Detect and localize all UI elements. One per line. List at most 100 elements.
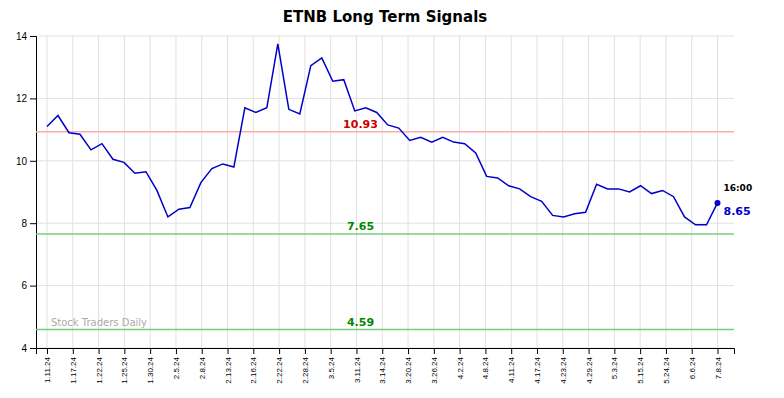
x-tick-label: 4.23.24: [559, 356, 568, 383]
y-tick: 12: [16, 93, 36, 104]
x-tick: 2.13.24: [224, 348, 233, 384]
x-tick-mark: [666, 348, 667, 354]
chart: ETNB Long Term Signals 1.11.24 1.17.24 1.22…: [0, 0, 784, 398]
reference-line: [36, 131, 734, 133]
grid-line: [36, 160, 734, 161]
y-tick-mark: [30, 286, 36, 287]
x-tick-mark: [589, 348, 590, 354]
grid-line: [485, 36, 486, 348]
y-tick: 4: [21, 343, 36, 354]
x-tick-mark: [718, 348, 719, 354]
x-tick: 5.24.24: [662, 348, 671, 384]
y-tick-mark: [30, 223, 36, 224]
x-tick-mark: [692, 348, 693, 354]
last-time-label: 16:00: [724, 183, 753, 193]
grid-line: [150, 36, 151, 348]
title: ETNB Long Term Signals: [283, 8, 487, 26]
x-tick: 5.3.24: [610, 348, 619, 379]
x-tick: 7.8.24: [714, 348, 723, 379]
x-tick-mark: [537, 348, 538, 354]
x-tick: 3.26.24: [430, 348, 439, 384]
grid-line: [717, 36, 718, 348]
x-tick-label: 3.20.24: [404, 356, 413, 383]
grid-line: [46, 36, 47, 348]
x-tick-label: 1.30.24: [146, 356, 155, 383]
y-axis: 4 6 8 10 12 14: [16, 31, 37, 354]
y-axis-line: [30, 37, 37, 349]
grid-line: [562, 36, 563, 348]
reference-label: 10.93: [343, 118, 378, 131]
x-tick-label: 4.2.24: [456, 356, 465, 379]
x-axis: 1.11.241.17.241.22.241.25.241.30.242.5.2…: [37, 348, 735, 384]
grid-line: [433, 36, 434, 348]
grid-line: [588, 36, 589, 348]
grid: [36, 36, 734, 348]
x-tick-mark: [511, 348, 512, 354]
x-tick-mark: [305, 348, 306, 354]
grid-line: [511, 36, 512, 348]
x-tick-mark: [614, 348, 615, 354]
x-tick: 4.17.24: [533, 348, 542, 384]
grid-line: [304, 36, 305, 348]
x-tick: 3.5.24: [327, 348, 336, 379]
x-tick-mark: [460, 348, 461, 354]
x-tick-mark: [176, 348, 177, 354]
x-tick-label: 7.8.24: [714, 356, 723, 379]
y-tick-label: 10: [16, 156, 28, 167]
x-tick: 4.23.24: [559, 348, 568, 384]
grid-line: [124, 36, 125, 348]
y-tick: 8: [21, 218, 36, 229]
y-tick: 14: [16, 31, 36, 42]
x-tick: 1.30.24: [146, 348, 155, 384]
annotations: 10.937.654.59Stock Traders Daily16:008.6…: [51, 118, 752, 329]
grid-line: [98, 36, 99, 348]
x-tick: 4.8.24: [481, 348, 490, 379]
last-value-label: 8.65: [724, 205, 751, 218]
grid-line: [201, 36, 202, 348]
x-tick-label: 5.24.24: [662, 356, 671, 383]
y-tick-label: 12: [16, 93, 28, 104]
y-tick: 10: [16, 156, 36, 167]
x-tick-mark: [563, 348, 564, 354]
price-line: [47, 44, 718, 225]
x-tick-label: 3.26.24: [430, 356, 439, 383]
grid-line: [279, 36, 280, 348]
x-tick-label: 1.11.24: [43, 356, 52, 383]
y-tick-label: 4: [21, 343, 27, 354]
x-tick-mark: [382, 348, 383, 354]
reference-line: [36, 329, 734, 331]
x-tick: 1.17.24: [69, 348, 78, 384]
x-tick-label: 1.17.24: [69, 356, 78, 383]
x-tick-label: 1.22.24: [95, 356, 104, 383]
grid-line: [356, 36, 357, 348]
grid-line: [227, 36, 228, 348]
x-tick-mark: [99, 348, 100, 354]
x-tick-label: 3.5.24: [327, 356, 336, 379]
x-axis-line: [37, 349, 735, 355]
x-tick: 4.11.24: [507, 348, 516, 383]
grid-line: [459, 36, 460, 348]
grid-line: [640, 36, 641, 348]
x-tick-mark: [73, 348, 74, 354]
reference-label: 4.59: [347, 316, 374, 329]
x-tick: 2.8.24: [198, 348, 207, 379]
grid-line: [36, 36, 734, 37]
x-tick: 2.28.24: [301, 348, 310, 384]
x-tick-label: 5.3.24: [610, 356, 619, 379]
y-tick-label: 8: [21, 218, 27, 229]
x-tick-label: 6.6.24: [688, 356, 697, 379]
y-tick-label: 6: [21, 280, 27, 291]
y-tick-mark: [30, 348, 36, 349]
x-tick-mark: [253, 348, 254, 354]
grid-line: [382, 36, 383, 348]
y-tick: 6: [21, 280, 36, 291]
x-tick-label: 2.16.24: [249, 356, 258, 383]
x-tick-label: 4.29.24: [585, 356, 594, 383]
plot-area: [36, 44, 734, 330]
x-tick: 1.25.24: [120, 348, 129, 384]
x-tick-mark: [640, 348, 641, 354]
x-tick-label: 3.11.24: [353, 356, 362, 383]
x-tick-label: 3.14.24: [378, 356, 387, 383]
reference-line: [36, 233, 734, 235]
x-tick-label: 4.17.24: [533, 356, 542, 383]
